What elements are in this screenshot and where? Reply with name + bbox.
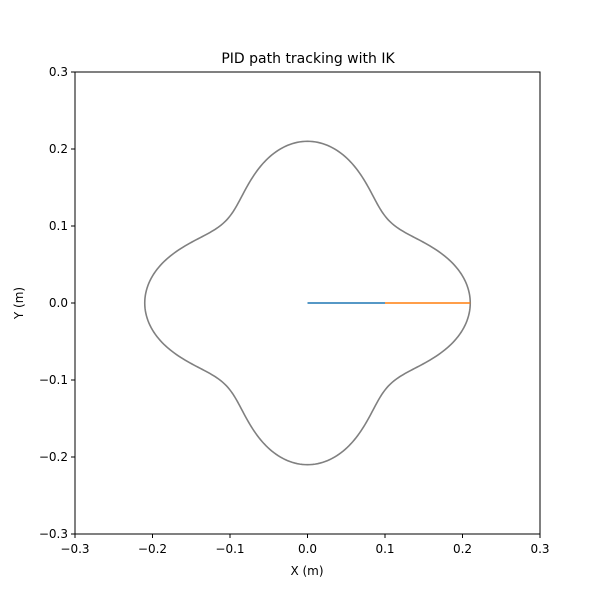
- x-tick-label: 0.0: [298, 542, 317, 556]
- x-axis: −0.3 −0.2 −0.1 0.0 0.1 0.2 0.3: [60, 534, 550, 556]
- y-axis: −0.3 −0.2 −0.1 0.0 0.1 0.2 0.3: [39, 65, 75, 541]
- y-tick-label: 0.2: [49, 142, 68, 156]
- x-axis-label: X (m): [290, 564, 323, 578]
- y-tick-label: −0.1: [39, 373, 68, 387]
- x-tick-label: −0.3: [60, 542, 89, 556]
- x-tick-label: 0.1: [375, 542, 394, 556]
- y-tick-label: −0.2: [39, 450, 68, 464]
- x-tick-label: 0.3: [530, 542, 549, 556]
- x-tick-label: −0.1: [215, 542, 244, 556]
- y-tick-label: 0.0: [49, 296, 68, 310]
- y-tick-label: −0.3: [39, 527, 68, 541]
- plot-area: [143, 140, 472, 466]
- x-tick-label: −0.2: [138, 542, 167, 556]
- chart-title: PID path tracking with IK: [221, 51, 395, 67]
- y-tick-label: 0.1: [49, 219, 68, 233]
- y-axis-label: Y (m): [12, 287, 26, 320]
- x-tick-label: 0.2: [453, 542, 472, 556]
- y-tick-label: 0.3: [49, 65, 68, 79]
- reference-path-line: [143, 140, 472, 466]
